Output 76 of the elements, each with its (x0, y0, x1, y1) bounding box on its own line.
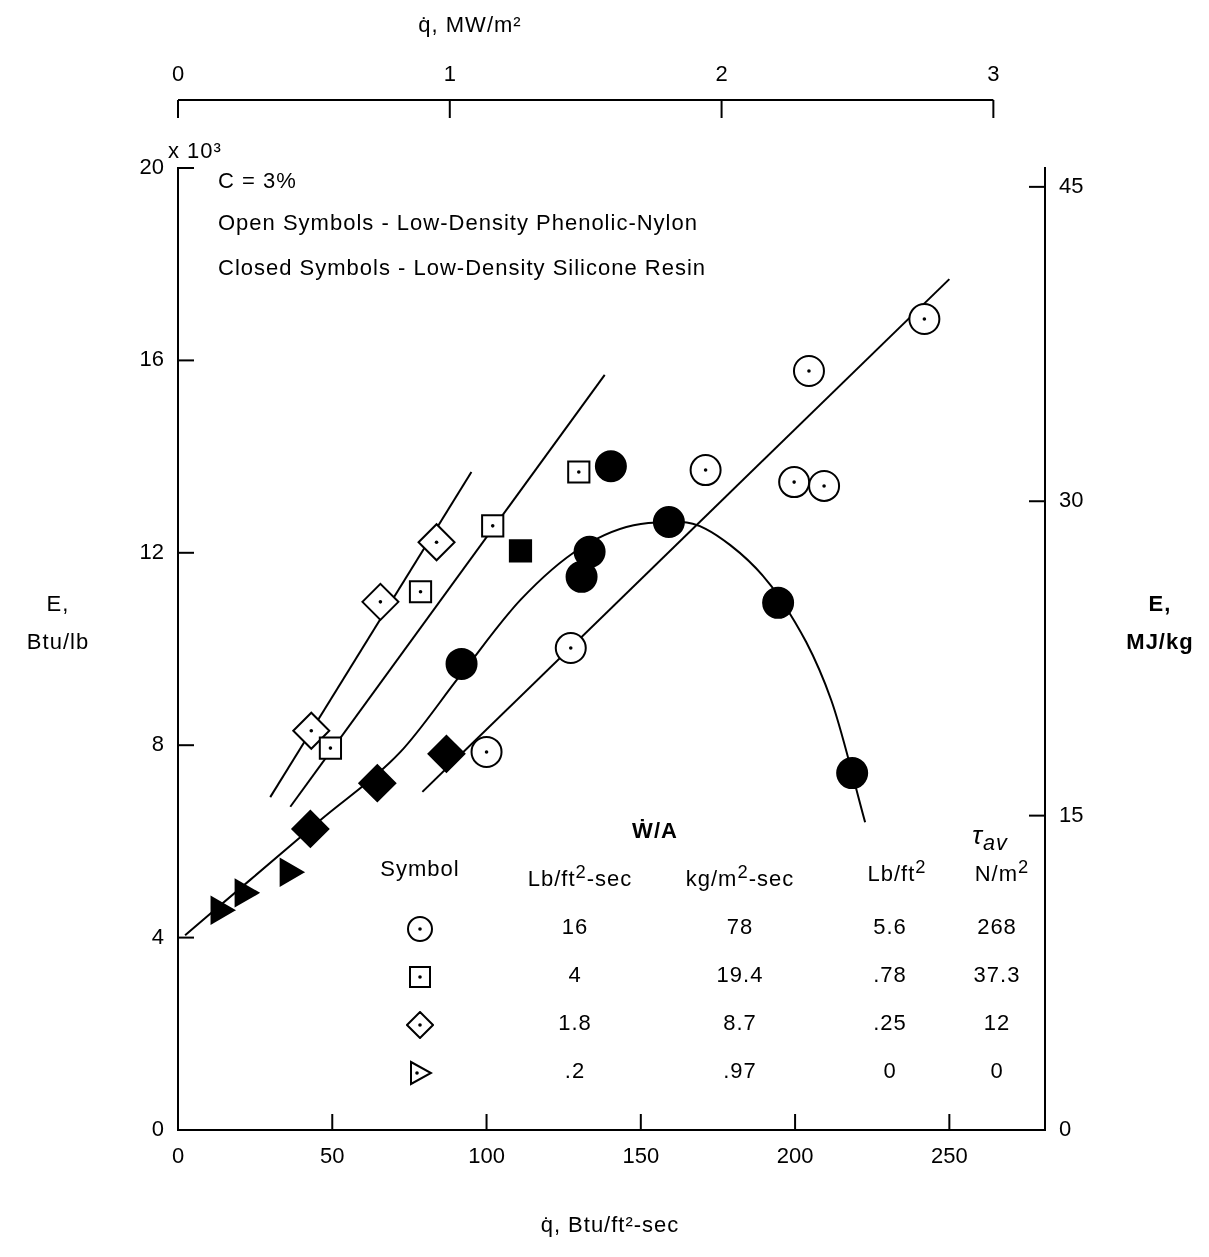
annotation: 1.8 (558, 1010, 592, 1036)
annotation: Lb/ft$^{2}$-sec (527, 861, 633, 893)
point (508, 539, 533, 563)
point (470, 735, 503, 768)
annotation: 0 (990, 1058, 1004, 1084)
y2-tick-label: 15 (1059, 801, 1084, 827)
y-tick-label: 8 (151, 731, 164, 757)
annotation: τ$_{av}$ (972, 820, 1008, 857)
point (408, 580, 433, 604)
annotation: 78 (726, 914, 754, 940)
point (908, 303, 941, 336)
annotation: 19.4 (716, 962, 764, 988)
x-tick-label: 50 (320, 1143, 345, 1169)
point (361, 582, 400, 621)
x2-tick-label: 2 (715, 60, 728, 86)
annotation: 12 (983, 1010, 1011, 1036)
annotation: 37.3 (973, 962, 1021, 988)
annotation: 8.7 (723, 1010, 757, 1036)
annotation: 16 (561, 914, 589, 940)
point (594, 450, 627, 483)
point (836, 757, 869, 790)
annotation: Open Symbols - Low-Density Phenolic-Nylon (218, 210, 698, 236)
annotation: C = 3% (218, 168, 297, 194)
y-tick-label: 16 (139, 346, 164, 372)
point (808, 469, 841, 502)
x-tick-label: 250 (930, 1143, 968, 1169)
x2-axis-title: q̇, MW/m² (418, 12, 522, 38)
x-tick-label: 100 (468, 1143, 505, 1169)
annotation: .97 (723, 1058, 757, 1084)
y-tick-label: 0 (151, 1116, 164, 1142)
y-tick-label: 20 (139, 154, 164, 180)
annotation: kg/m$^{2}$-sec (685, 861, 795, 893)
point (417, 523, 456, 562)
x-axis-title: q̇, Btu/ft²-sec (540, 1212, 680, 1238)
annotation: Closed Symbols - Low-Density Silicone Resin (218, 255, 707, 281)
point (554, 632, 587, 665)
point (573, 535, 606, 568)
annotation: Symbol (380, 856, 460, 882)
annotation: N/m$^{2}$ (974, 856, 1030, 888)
point (445, 647, 478, 680)
annotation: .25 (873, 1010, 907, 1036)
point (318, 736, 343, 760)
point (792, 354, 825, 387)
text: x 10³ (168, 138, 222, 164)
point (291, 809, 330, 848)
x2-tick-label: 1 (443, 60, 456, 86)
point (652, 506, 685, 539)
annotation: .2 (564, 1058, 586, 1084)
annotation: Lb/ft$^{2}$ (867, 856, 927, 888)
x2-tick-label: 0 (171, 60, 185, 86)
point (427, 734, 466, 773)
y2-tick-label: 45 (1059, 172, 1084, 198)
y-axis-title: E, Btu/lb (25, 590, 91, 656)
annotation: .78 (873, 962, 907, 988)
point (778, 466, 811, 499)
annotation: 4 (568, 962, 582, 988)
x-tick-label: 150 (622, 1143, 660, 1169)
y2-axis-title: E, MJ/kg (1125, 590, 1195, 656)
y2-tick-label: 30 (1059, 487, 1084, 513)
y-tick-label: 12 (139, 538, 164, 564)
point (689, 454, 722, 487)
point (567, 460, 591, 484)
point (358, 764, 397, 803)
annotation: Ẇ/A (632, 818, 678, 844)
annotation: 0 (883, 1058, 897, 1084)
y2-tick-label: 0 (1059, 1116, 1072, 1142)
x-tick-label: 200 (776, 1143, 814, 1169)
annotation: 268 (977, 914, 1017, 940)
point (292, 711, 331, 750)
point (762, 586, 795, 619)
y-tick-label: 4 (151, 923, 164, 949)
x2-tick-label: 3 (987, 60, 1000, 86)
x-tick-label: 0 (171, 1143, 185, 1169)
point (565, 560, 598, 593)
annotation: 5.6 (873, 914, 907, 940)
point (481, 514, 505, 538)
